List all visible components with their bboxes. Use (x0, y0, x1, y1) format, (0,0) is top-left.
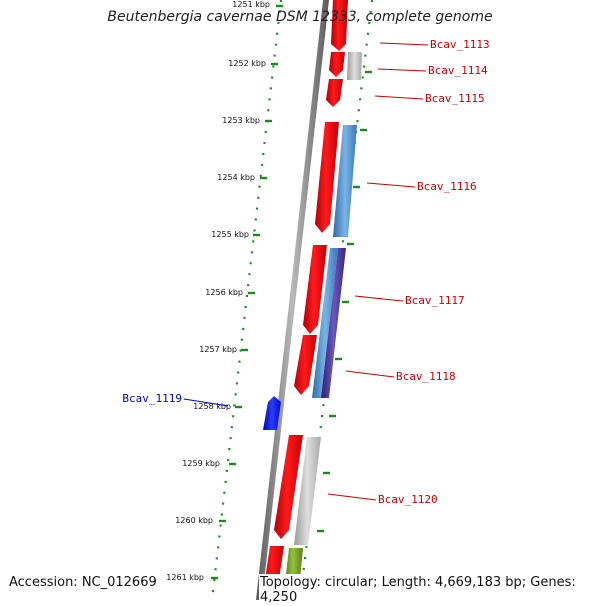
leader-bcav-1120 (327, 493, 377, 501)
gene-bcav-1120-forward-arrow[interactable] (274, 435, 303, 539)
leader-bcav-1114 (377, 68, 427, 72)
genome-title: Beutenbergia cavernae DSM 12333, complet… (107, 9, 493, 25)
kbp-axis: 1251 kbp 1252 kbp 1253 kbp 1254 kbp 1255… (166, 0, 283, 582)
kbp-label: 1253 kbp (222, 116, 260, 125)
leader-bcav-1113 (379, 42, 429, 46)
genome-stats-text: Topology: circular; Length: 4,669,183 bp… (259, 574, 600, 606)
reverse-strand-genes (283, 52, 362, 600)
gene-bcav-1114-arrow[interactable] (329, 52, 345, 77)
gene-bcav-1113-arrow[interactable] (331, 0, 348, 51)
gene-label-bcav-1116[interactable]: Bcav_1116 (417, 180, 477, 193)
gene-forward-1256-arrow[interactable] (303, 245, 327, 334)
accession-text: Accession: NC_012669 (8, 574, 158, 591)
kbp-label: 1254 kbp (217, 173, 255, 182)
gene-bcav-1117-reverse[interactable] (312, 248, 338, 398)
kbp-label: 1259 kbp (182, 459, 220, 468)
gene-label-bcav-1118[interactable]: Bcav_1118 (396, 370, 456, 383)
gene-label-bcav-1117[interactable]: Bcav_1117 (405, 294, 465, 307)
leader-bcav-1115 (374, 95, 424, 100)
genome-backbone (256, 0, 329, 600)
right-dotted-guide (298, 0, 374, 600)
label-leaders (183, 42, 429, 501)
leader-bcav-1117 (354, 295, 404, 302)
gene-bcav-1120-reverse[interactable] (294, 437, 321, 545)
kbp-label: 1255 kbp (211, 230, 249, 239)
gene-label-bcav-1120[interactable]: Bcav_1120 (378, 493, 438, 506)
kbp-label: 1256 kbp (205, 288, 243, 297)
gene-labels: Bcav_1113 Bcav_1114 Bcav_1115 Bcav_1116 … (122, 38, 489, 506)
leader-bcav-1119 (183, 398, 229, 407)
leader-bcav-1118 (345, 370, 395, 378)
gene-label-bcav-1114[interactable]: Bcav_1114 (428, 64, 488, 77)
gene-label-bcav-1119[interactable]: Bcav_1119 (122, 392, 182, 405)
gene-label-bcav-1115[interactable]: Bcav_1115 (425, 92, 485, 105)
kbp-label: 1252 kbp (228, 59, 266, 68)
gene-bcav-1119-arrow[interactable] (263, 396, 281, 430)
gene-forward-1257-arrow[interactable] (294, 335, 317, 395)
gene-label-bcav-1113[interactable]: Bcav_1113 (430, 38, 490, 51)
kbp-label: 1260 kbp (175, 516, 213, 525)
leader-bcav-1116 (366, 182, 416, 188)
kbp-label: 1261 kbp (166, 573, 204, 582)
kbp-label: 1257 kbp (199, 345, 237, 354)
gene-bcav-1116-arrow[interactable] (315, 122, 339, 233)
gene-bcav-1116-reverse[interactable] (333, 125, 357, 237)
gene-bcav-1118-reverse[interactable] (321, 248, 346, 398)
track-guides (210, 0, 374, 600)
kbp-label: 1251 kbp (232, 0, 270, 9)
gene-bcav-1115-arrow[interactable] (326, 79, 343, 107)
left-dotted-guide (210, 0, 283, 600)
kbp-label: 1258 kbp (193, 402, 231, 411)
forward-strand-genes (262, 0, 348, 600)
gene-bcav-1114-reverse[interactable] (347, 52, 362, 80)
